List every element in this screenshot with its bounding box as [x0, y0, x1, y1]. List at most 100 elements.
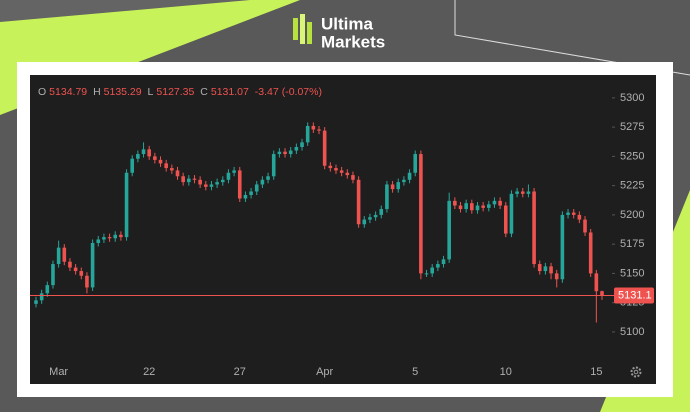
candle-body	[385, 184, 389, 210]
candle-body	[102, 237, 106, 240]
candle-body	[487, 204, 491, 208]
candle-body	[119, 234, 123, 238]
candle-body	[413, 154, 418, 173]
candle-body	[237, 170, 242, 199]
candle-body	[266, 176, 270, 180]
candle-body	[141, 149, 146, 155]
candle-body	[441, 259, 446, 265]
x-tick-label: 5	[412, 366, 418, 378]
y-tick-label: 5250	[620, 150, 644, 162]
x-tick-label: 15	[590, 366, 602, 378]
candle-body	[170, 168, 174, 171]
candle-body	[577, 214, 582, 220]
ohlc-value: 5131.07	[210, 86, 249, 98]
candle-body	[45, 285, 50, 294]
candle-body	[124, 172, 129, 238]
candle-body	[368, 217, 372, 220]
ohlc-value: 5134.79	[49, 86, 88, 98]
candle-body	[345, 172, 350, 176]
candle-body	[334, 168, 338, 171]
change-pct: (-0.07%)	[281, 86, 322, 98]
candle-body	[68, 261, 72, 268]
candle-body	[322, 130, 327, 166]
y-tick-label: 5275	[620, 121, 644, 133]
candle-body	[85, 275, 89, 288]
candle-body	[453, 200, 457, 206]
ohlc-key: H	[93, 86, 101, 98]
candle-body	[402, 179, 406, 183]
candle-body	[249, 191, 253, 195]
candle-body	[153, 156, 157, 160]
candle-body	[339, 170, 344, 173]
candle-body	[215, 182, 219, 185]
y-tick-label: 5225	[620, 180, 644, 192]
logo-text: Ultima	[321, 14, 374, 33]
candle-body	[147, 149, 151, 157]
candle-body	[220, 179, 225, 183]
x-tick-label: 22	[143, 366, 155, 378]
y-tick-label: 5175	[620, 238, 644, 250]
change: -3.47	[254, 86, 279, 98]
candle-body	[328, 165, 333, 169]
last-price-label: 5131.1	[618, 289, 652, 301]
ohlc-key: L	[147, 86, 154, 98]
candle-body	[136, 154, 140, 159]
candle-body	[396, 182, 401, 190]
candle-body	[204, 184, 208, 187]
candle-body	[503, 205, 508, 234]
candle-body	[554, 273, 559, 280]
candle-body	[260, 179, 265, 185]
candle-body	[39, 293, 44, 301]
bg-line	[454, 0, 690, 76]
candle-body	[447, 200, 451, 260]
candle-body	[277, 151, 282, 155]
x-tick-label: Apr	[316, 366, 333, 378]
candle-body	[311, 125, 316, 130]
candle-body	[600, 291, 604, 296]
candle-body	[96, 239, 101, 243]
candle-body	[498, 200, 502, 206]
candle-body	[351, 175, 355, 180]
candle-body	[300, 142, 304, 148]
candle-body	[294, 147, 299, 151]
candle-body	[107, 237, 112, 239]
candle-body	[588, 232, 593, 274]
candle-body	[232, 170, 236, 173]
candle-body	[271, 154, 276, 177]
candle-body	[430, 267, 434, 274]
candle-body	[226, 172, 231, 180]
candle-body	[79, 271, 84, 276]
candle-body	[594, 273, 599, 292]
plot-area	[30, 75, 656, 384]
settings-icon[interactable]	[630, 366, 642, 378]
candle-body	[492, 200, 497, 205]
candle-body	[560, 214, 565, 280]
logo-text: Markets	[321, 32, 385, 51]
candle-body	[583, 219, 587, 233]
candle-body	[436, 264, 440, 268]
ohlc-value: 5135.29	[103, 86, 142, 98]
candle-body	[356, 179, 361, 225]
ohlc-key: O	[38, 86, 47, 98]
candle-body	[175, 170, 180, 177]
candle-body	[305, 125, 310, 143]
candle-body	[515, 191, 519, 194]
candle-body	[571, 212, 576, 215]
candle-body	[181, 176, 185, 183]
ohlc-header: O 5134.79 H 5135.29 L 5127.35 C 5131.07 -3.4…	[38, 86, 325, 98]
candle-body	[164, 163, 168, 169]
candle-body	[254, 184, 259, 192]
candle-body	[566, 212, 570, 215]
candle-body	[187, 178, 191, 183]
candle-body	[458, 205, 463, 210]
candle-body	[475, 205, 480, 211]
candle-body	[520, 191, 525, 194]
y-tick-label: 5150	[620, 267, 644, 279]
candle-body	[362, 219, 367, 225]
candle-body	[209, 184, 214, 187]
candle-body	[51, 264, 55, 286]
candle-body	[62, 247, 67, 262]
last-price-tag	[614, 287, 654, 304]
